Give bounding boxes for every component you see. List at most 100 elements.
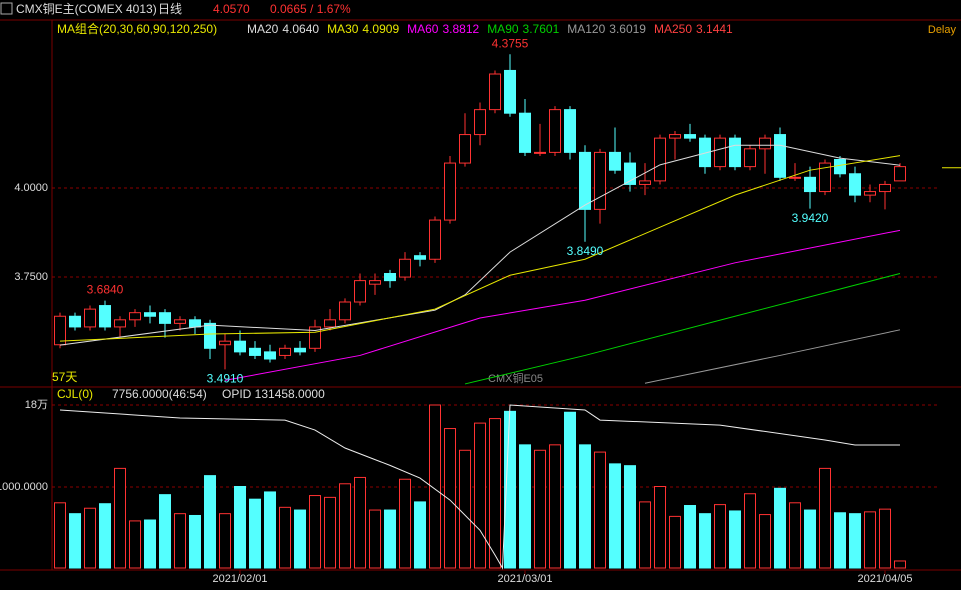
- candle-body: [789, 176, 801, 179]
- x-tick-label: 2021/04/05: [857, 573, 912, 585]
- volume-label[interactable]: CJL(0): [57, 387, 93, 401]
- candle-body: [444, 162, 456, 221]
- volume-bar: [309, 495, 321, 569]
- volume-bar: [564, 411, 576, 569]
- legend-name: MA30: [327, 22, 359, 36]
- volume-bar: [114, 467, 126, 569]
- candle-body: [219, 340, 231, 346]
- candle-body: [144, 312, 156, 317]
- volume-bar: [744, 493, 756, 569]
- volume-bar: [714, 504, 726, 569]
- candle-body: [579, 151, 591, 210]
- candle-body: [249, 347, 261, 356]
- legend-value: 4.0909: [362, 22, 399, 36]
- volume-bar: [519, 444, 531, 569]
- legend-name: MA250: [654, 22, 692, 36]
- candle-body: [609, 151, 621, 171]
- volume-bar: [759, 514, 771, 569]
- x-tick-label: 2021/02/01: [212, 573, 267, 585]
- candle-body: [624, 162, 636, 185]
- bar-count: 57天: [52, 370, 77, 384]
- volume-bar: [819, 467, 831, 569]
- candle-body: [174, 319, 186, 324]
- volume-bar: [204, 475, 216, 569]
- volume-bar: [84, 507, 96, 569]
- candle-body: [534, 151, 546, 154]
- candle-body: [729, 137, 741, 168]
- contract: CMX铜E05: [488, 371, 543, 385]
- candle-body: [864, 191, 876, 196]
- volume-bar: [219, 513, 231, 569]
- candle-body: [564, 109, 576, 153]
- candle-body: [129, 312, 141, 321]
- ma-line: [644, 329, 901, 384]
- volume-bar: [804, 509, 816, 569]
- volume-bar: [669, 515, 681, 569]
- legend-value: 3.6019: [609, 22, 646, 36]
- legend-value: 4.0640: [282, 22, 319, 36]
- opid-label: OPID 131458.0000: [222, 387, 325, 401]
- candle-body: [594, 151, 606, 210]
- candle-body: [399, 258, 411, 278]
- volume-bar: [549, 444, 561, 569]
- x-tick-label: 2021/03/01: [497, 573, 552, 585]
- candle-body: [99, 305, 111, 328]
- candle-body: [264, 351, 276, 360]
- volume-bar: [294, 509, 306, 569]
- candle-body: [639, 180, 651, 185]
- volume-bar: [444, 428, 456, 569]
- volume-bar: [249, 498, 261, 569]
- volume-bar: [429, 404, 441, 569]
- candle-body: [504, 69, 516, 114]
- legend-name: MA60: [407, 22, 439, 36]
- ma-line: [464, 272, 901, 385]
- candle-body: [714, 137, 726, 168]
- volume-bar: [774, 487, 786, 569]
- legend-value: 3.1441: [696, 22, 733, 36]
- volume-bar: [279, 506, 291, 569]
- volume-bar: [384, 509, 396, 569]
- candle-body: [369, 280, 381, 285]
- candle-body: [834, 159, 846, 175]
- volume-bar: [129, 520, 141, 569]
- volume-mid-label: 1000.0000: [0, 481, 48, 493]
- price: 4.0570: [213, 2, 250, 16]
- legend-value: 3.8812: [442, 22, 479, 36]
- candle-body: [339, 301, 351, 321]
- ma-group[interactable]: MA组合(20,30,60,90,120,250): [57, 21, 217, 36]
- status: Delay: [928, 24, 957, 36]
- candle-body: [354, 280, 366, 303]
- candle-body: [774, 134, 786, 178]
- candle-body: [879, 183, 891, 193]
- candle-body: [669, 134, 681, 139]
- candle-body: [69, 315, 81, 328]
- volume-bar: [729, 510, 741, 569]
- volume-bar: [789, 502, 801, 569]
- candle-body: [414, 255, 426, 260]
- y-tick-label: 3.7500: [14, 271, 48, 283]
- opid-line: [59, 404, 901, 570]
- volume-bar: [189, 514, 201, 569]
- candle-body: [279, 347, 291, 356]
- period[interactable]: 日线: [158, 2, 182, 16]
- volume-bar: [594, 451, 606, 569]
- candle-body: [849, 173, 861, 196]
- volume-bar: [639, 501, 651, 569]
- legend-name: MA90: [487, 22, 519, 36]
- candle-body: [699, 137, 711, 168]
- candle-body: [429, 219, 441, 260]
- menu-icon[interactable]: [0, 2, 13, 15]
- candle-body: [759, 137, 771, 150]
- candle-body: [324, 319, 336, 328]
- volume-bar: [174, 513, 186, 569]
- ma-line: [59, 144, 901, 346]
- candle-body: [294, 347, 306, 353]
- volume-bar: [69, 513, 81, 569]
- legend-name: MA120: [567, 22, 605, 36]
- y-tick-label: 18万: [25, 399, 48, 411]
- volume-bar: [399, 478, 411, 569]
- volume-bar: [459, 449, 471, 569]
- legend-name: MA20: [247, 22, 279, 36]
- candle-body: [489, 73, 501, 111]
- volume-bar: [609, 463, 621, 569]
